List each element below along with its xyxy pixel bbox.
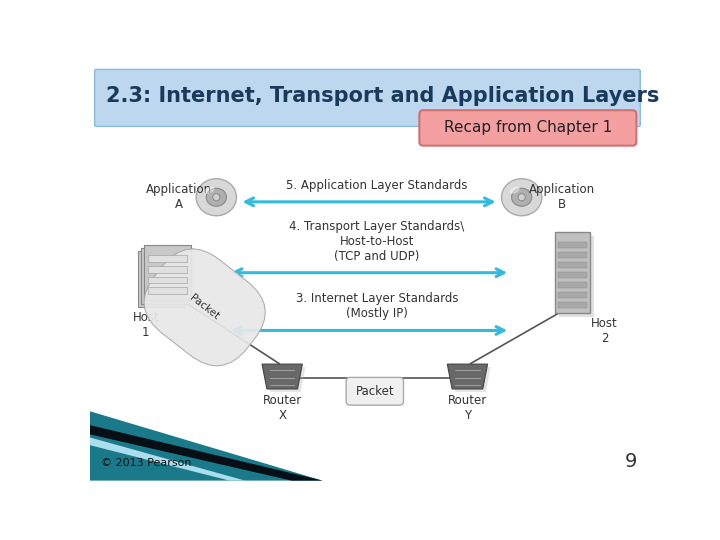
FancyBboxPatch shape bbox=[138, 251, 184, 307]
FancyBboxPatch shape bbox=[142, 283, 181, 289]
Text: Router
X: Router X bbox=[263, 394, 302, 422]
FancyBboxPatch shape bbox=[144, 245, 191, 300]
FancyBboxPatch shape bbox=[558, 282, 587, 288]
Text: Host
1: Host 1 bbox=[132, 311, 159, 339]
FancyBboxPatch shape bbox=[558, 272, 587, 278]
Polygon shape bbox=[262, 364, 302, 389]
Text: Recap from Chapter 1: Recap from Chapter 1 bbox=[444, 120, 612, 136]
Ellipse shape bbox=[510, 187, 520, 194]
FancyBboxPatch shape bbox=[142, 294, 181, 300]
Ellipse shape bbox=[204, 187, 215, 194]
FancyBboxPatch shape bbox=[142, 261, 181, 268]
Text: Application
B: Application B bbox=[529, 183, 595, 211]
Text: Packet: Packet bbox=[188, 293, 221, 322]
Text: Packet: Packet bbox=[356, 385, 394, 398]
FancyBboxPatch shape bbox=[141, 248, 188, 303]
Text: 5. Application Layer Standards: 5. Application Layer Standards bbox=[286, 179, 467, 192]
Polygon shape bbox=[90, 425, 323, 481]
Text: © 2013 Pearson: © 2013 Pearson bbox=[101, 458, 192, 468]
FancyBboxPatch shape bbox=[145, 269, 184, 276]
Polygon shape bbox=[265, 367, 305, 392]
FancyBboxPatch shape bbox=[145, 280, 184, 287]
FancyBboxPatch shape bbox=[558, 292, 587, 298]
Circle shape bbox=[212, 194, 220, 201]
FancyBboxPatch shape bbox=[148, 276, 187, 284]
FancyBboxPatch shape bbox=[148, 255, 187, 262]
Polygon shape bbox=[90, 437, 245, 481]
Ellipse shape bbox=[512, 188, 532, 206]
FancyBboxPatch shape bbox=[148, 287, 187, 294]
Text: 9: 9 bbox=[625, 453, 637, 471]
Text: 3. Internet Layer Standards
(Mostly IP): 3. Internet Layer Standards (Mostly IP) bbox=[295, 293, 458, 320]
FancyBboxPatch shape bbox=[145, 258, 184, 265]
FancyBboxPatch shape bbox=[558, 252, 587, 258]
Text: Application
A: Application A bbox=[146, 183, 212, 211]
Ellipse shape bbox=[196, 179, 236, 216]
FancyBboxPatch shape bbox=[558, 262, 587, 268]
FancyBboxPatch shape bbox=[346, 377, 403, 405]
FancyBboxPatch shape bbox=[558, 302, 587, 308]
FancyBboxPatch shape bbox=[559, 236, 594, 316]
Text: Router
Y: Router Y bbox=[448, 394, 487, 422]
FancyBboxPatch shape bbox=[94, 70, 640, 126]
FancyBboxPatch shape bbox=[558, 242, 587, 248]
FancyBboxPatch shape bbox=[555, 232, 590, 313]
FancyBboxPatch shape bbox=[142, 272, 181, 279]
Polygon shape bbox=[447, 364, 487, 389]
Text: 2.3: Internet, Transport and Application Layers: 2.3: Internet, Transport and Application… bbox=[106, 86, 659, 106]
Ellipse shape bbox=[502, 179, 542, 216]
Ellipse shape bbox=[206, 188, 226, 206]
Polygon shape bbox=[90, 411, 323, 481]
FancyBboxPatch shape bbox=[148, 266, 187, 273]
Text: Host
2: Host 2 bbox=[591, 318, 618, 346]
FancyBboxPatch shape bbox=[419, 110, 636, 146]
Text: 4. Transport Layer Standards\
Host-to-Host
(TCP and UDP): 4. Transport Layer Standards\ Host-to-Ho… bbox=[289, 220, 464, 262]
Polygon shape bbox=[451, 367, 490, 392]
Circle shape bbox=[518, 194, 526, 201]
FancyBboxPatch shape bbox=[145, 291, 184, 298]
FancyBboxPatch shape bbox=[148, 248, 194, 303]
